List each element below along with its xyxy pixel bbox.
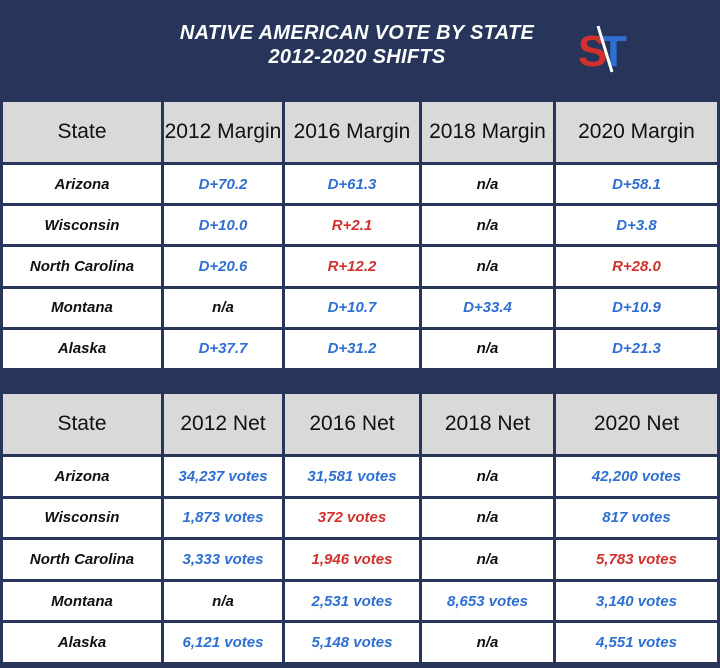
net-value-cell: 372 votes	[285, 498, 419, 538]
net-header-2012: 2012 Net	[164, 394, 282, 454]
margin-value-cell: R+2.1	[285, 206, 419, 245]
net-header-2020: 2020 Net	[556, 394, 717, 454]
margin-row: Alaska D+37.7 D+31.2 n/a D+21.3	[3, 329, 717, 368]
margin-value-cell: n/a	[422, 165, 553, 204]
margin-row: Wisconsin D+10.0 R+2.1 n/a D+3.8	[3, 206, 717, 245]
net-table-body: Arizona 34,237 votes 31,581 votes n/a 42,200…	[3, 457, 717, 662]
net-value-cell: 42,200 votes	[556, 457, 717, 496]
net-state-cell: North Carolina	[3, 540, 161, 579]
margin-value-cell: D+61.3	[285, 165, 419, 204]
margin-value-cell: D+3.8	[556, 206, 717, 245]
header-banner: NATIVE AMERICAN VOTE BY STATE 2012-2020 …	[0, 0, 720, 98]
net-value-cell: 1,946 votes	[285, 540, 419, 579]
margin-state-cell: Alaska	[3, 329, 161, 368]
margin-value-cell: D+20.6	[164, 247, 282, 286]
margin-value-cell: n/a	[422, 247, 553, 286]
net-row: Montana n/a 2,531 votes 8,653 votes 3,140 vo…	[3, 581, 717, 621]
margin-value-cell: n/a	[422, 329, 553, 368]
net-value-cell: 4,551 votes	[556, 623, 717, 662]
chart-title: NATIVE AMERICAN VOTE BY STATE	[179, 22, 535, 44]
net-value-cell: 817 votes	[556, 498, 717, 538]
net-value-cell: 3,333 votes	[164, 540, 282, 579]
margin-value-cell: D+10.9	[556, 288, 717, 327]
margin-state-cell: Wisconsin	[3, 206, 161, 245]
svg-text:S: S	[578, 27, 607, 74]
net-row: North Carolina 3,333 votes 1,946 votes n/a 5…	[3, 540, 717, 579]
net-state-cell: Wisconsin	[3, 498, 161, 538]
margin-value-cell: D+70.2	[164, 165, 282, 204]
net-value-cell: 6,121 votes	[164, 623, 282, 662]
net-value-cell: 5,783 votes	[556, 540, 717, 579]
net-value-cell: 2,531 votes	[285, 581, 419, 621]
net-value-cell: 1,873 votes	[164, 498, 282, 538]
net-value-cell: n/a	[422, 540, 553, 579]
margin-value-cell: D+31.2	[285, 329, 419, 368]
margin-header-2016: 2016 Margin	[285, 102, 419, 162]
net-value-cell: 8,653 votes	[422, 581, 553, 621]
margin-header-state: State	[3, 102, 161, 162]
net-value-cell: 31,581 votes	[285, 457, 419, 496]
margin-header-2020: 2020 Margin	[556, 102, 717, 162]
margin-value-cell: n/a	[422, 206, 553, 245]
margin-value-cell: D+10.7	[285, 288, 419, 327]
margin-header-2012: 2012 Margin	[164, 102, 282, 162]
margin-value-cell: D+37.7	[164, 329, 282, 368]
net-row: Alaska 6,121 votes 5,148 votes n/a 4,551 vot…	[3, 623, 717, 662]
margin-table-body: Arizona D+70.2 D+61.3 n/a D+58.1 Wisconsin D+1…	[3, 165, 717, 368]
net-value-cell: n/a	[422, 498, 553, 538]
margin-row: Arizona D+70.2 D+61.3 n/a D+58.1	[3, 165, 717, 204]
margin-header-2018: 2018 Margin	[422, 102, 553, 162]
margin-state-cell: Arizona	[3, 165, 161, 204]
net-state-cell: Montana	[3, 581, 161, 621]
net-votes-table: State 2012 Net 2016 Net 2018 Net 2020 Ne…	[0, 391, 720, 665]
margin-state-cell: Montana	[3, 288, 161, 327]
net-value-cell: 34,237 votes	[164, 457, 282, 496]
margin-table: State 2012 Margin 2016 Margin 2018 Margi…	[0, 99, 720, 371]
margin-value-cell: D+33.4	[422, 288, 553, 327]
margin-value-cell: D+21.3	[556, 329, 717, 368]
margin-header-row: State 2012 Margin 2016 Margin 2018 Margi…	[3, 102, 717, 162]
net-header-row: State 2012 Net 2016 Net 2018 Net 2020 Ne…	[3, 394, 717, 454]
st-logo-icon: S T	[578, 25, 627, 74]
table-divider	[0, 371, 720, 393]
net-state-cell: Alaska	[3, 623, 161, 662]
net-value-cell: n/a	[164, 581, 282, 621]
margin-value-cell: D+10.0	[164, 206, 282, 245]
net-value-cell: 5,148 votes	[285, 623, 419, 662]
net-row: Wisconsin 1,873 votes 372 votes n/a 817 vote…	[3, 498, 717, 538]
margin-value-cell: D+58.1	[556, 165, 717, 204]
net-value-cell: 3,140 votes	[556, 581, 717, 621]
margin-value-cell: R+28.0	[556, 247, 717, 286]
net-header-2018: 2018 Net	[422, 394, 553, 454]
net-row: Arizona 34,237 votes 31,581 votes n/a 42,200…	[3, 457, 717, 496]
margin-row: North Carolina D+20.6 R+12.2 n/a R+28.0	[3, 247, 717, 286]
margin-state-cell: North Carolina	[3, 247, 161, 286]
net-header-2016: 2016 Net	[285, 394, 419, 454]
net-value-cell: n/a	[422, 457, 553, 496]
net-header-state: State	[3, 394, 161, 454]
margin-value-cell: R+12.2	[285, 247, 419, 286]
net-value-cell: n/a	[422, 623, 553, 662]
chart-subtitle: 2012-2020 SHIFTS	[268, 46, 446, 68]
margin-value-cell: n/a	[164, 288, 282, 327]
margin-row: Montana n/a D+10.7 D+33.4 D+10.9	[3, 288, 717, 327]
net-state-cell: Arizona	[3, 457, 161, 496]
